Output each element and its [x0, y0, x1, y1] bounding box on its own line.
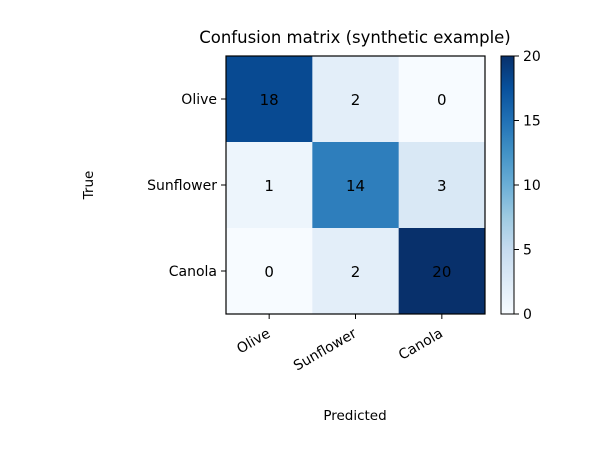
- y-tick-label: Sunflower: [147, 178, 217, 194]
- heatmap-cell-r0-c2: [398, 56, 486, 143]
- cell-value-label: 0: [437, 91, 447, 109]
- heatmap-cell-r2-c2: [398, 228, 486, 315]
- colorbar-ticks: 0 5 10 15 20: [514, 49, 541, 323]
- cell-value-label: 1: [264, 177, 274, 195]
- y-tick-labels: Olive Sunflower Canola: [147, 92, 226, 280]
- heatmap-cell-r0-c1: [312, 56, 400, 143]
- x-axis-label: Predicted: [323, 408, 386, 424]
- heatmap-cell-r0-c0: [226, 56, 313, 143]
- colorbar-tick-label: 0: [523, 307, 532, 323]
- cell-value-label: 18: [260, 91, 279, 109]
- cell-value-label: 0: [264, 263, 274, 281]
- cell-value-label: 2: [351, 91, 361, 109]
- x-tick-label: Canola: [396, 326, 446, 364]
- heatmap-cell-r1-c0: [226, 142, 313, 229]
- x-tick-labels: Olive Sunflower Canola: [234, 314, 446, 374]
- colorbar-tick-label: 20: [523, 49, 541, 65]
- heatmap-cell-r1-c1: [312, 142, 400, 229]
- chart-title: Confusion matrix (synthetic example): [199, 28, 511, 47]
- colorbar-tick-label: 15: [523, 114, 541, 130]
- cell-value-label: 3: [437, 177, 447, 195]
- x-tick-label: Sunflower: [291, 325, 360, 374]
- y-tick-label: Canola: [169, 264, 217, 280]
- colorbar: [500, 55, 515, 315]
- heatmap-cell-r1-c2: [398, 142, 486, 229]
- heatmap-cell-r2-c0: [226, 228, 313, 315]
- y-tick-label: Olive: [181, 92, 217, 108]
- cell-value-label: 2: [351, 263, 361, 281]
- colorbar-tick-label: 5: [523, 243, 532, 259]
- cell-value-label: 20: [432, 263, 451, 281]
- heatmap-cell-r2-c1: [312, 228, 400, 315]
- colorbar-tick-label: 10: [523, 178, 541, 194]
- cell-value-label: 14: [346, 177, 365, 195]
- y-axis-label: True: [81, 171, 97, 201]
- x-tick-label: Olive: [234, 326, 273, 358]
- heatmap-cells: 18 2 01 14 30 2 20: [226, 56, 486, 315]
